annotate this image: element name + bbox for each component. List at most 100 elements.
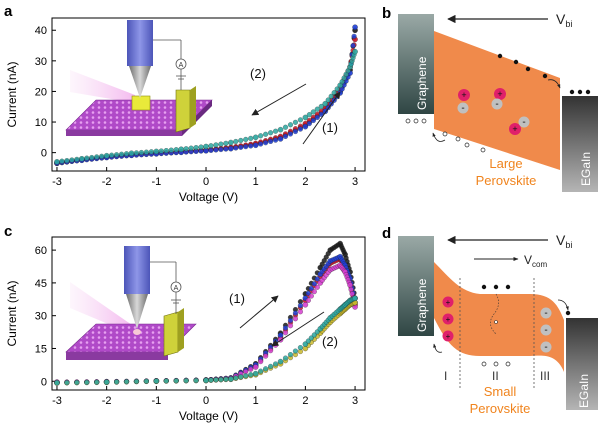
sweep-annotation: (2) xyxy=(322,334,338,349)
data-point xyxy=(143,149,149,155)
data-point xyxy=(59,158,65,164)
data-point xyxy=(347,282,353,288)
data-point xyxy=(238,137,244,144)
data-point xyxy=(282,355,289,361)
series xyxy=(54,48,358,165)
x-tick-label: 0 xyxy=(203,176,209,188)
svg-text:+: + xyxy=(512,124,517,134)
data-point xyxy=(54,159,60,165)
data-point xyxy=(64,158,70,164)
data-point xyxy=(223,146,229,152)
data-point xyxy=(208,377,214,383)
data-point xyxy=(302,302,309,308)
plot-frame xyxy=(51,17,366,172)
sweep-annotation: (2) xyxy=(250,66,266,81)
data-point xyxy=(248,366,254,372)
data-point xyxy=(287,323,294,329)
data-point xyxy=(248,372,254,378)
data-point xyxy=(114,152,120,158)
data-point xyxy=(268,138,274,144)
hole-dots-b xyxy=(405,118,486,153)
electrode-pad-side-c xyxy=(178,308,184,352)
data-point xyxy=(123,379,130,385)
data-point xyxy=(163,148,169,154)
data-point xyxy=(306,112,312,118)
afm-rod-c xyxy=(124,246,150,294)
data-point xyxy=(268,363,274,369)
data-point xyxy=(173,147,179,153)
data-point xyxy=(158,148,164,154)
data-point xyxy=(74,379,80,386)
data-point xyxy=(310,117,316,124)
svg-text:-: - xyxy=(522,117,525,128)
data-point xyxy=(233,138,239,145)
data-point xyxy=(287,352,294,358)
ion-pairs-b: + - + - + - xyxy=(457,88,530,135)
data-point xyxy=(263,140,269,146)
data-point xyxy=(183,378,189,384)
data-point xyxy=(273,128,279,134)
data-point xyxy=(178,146,184,153)
graphene-block-b xyxy=(398,14,434,114)
data-point xyxy=(282,325,289,331)
panel-letter-d: d xyxy=(382,225,391,242)
data-point xyxy=(143,378,149,384)
electron-dots-b xyxy=(497,53,591,95)
data-point xyxy=(287,317,294,324)
data-point xyxy=(243,373,249,379)
data-point xyxy=(133,378,140,385)
data-point xyxy=(84,379,90,385)
data-point xyxy=(277,126,284,133)
svg-text:+: + xyxy=(497,89,502,99)
egain-block-d xyxy=(566,318,598,410)
data-point xyxy=(193,145,199,151)
data-point xyxy=(350,42,356,49)
data-point xyxy=(69,157,75,163)
laser-beam-c xyxy=(70,282,132,334)
data-point xyxy=(308,335,314,341)
x-axis-label: Voltage (V) xyxy=(179,409,238,423)
data-point xyxy=(297,345,303,351)
data-point xyxy=(311,332,317,338)
data-point xyxy=(297,309,303,315)
band-diagram-d: d Vbi Vcom Graphene EGaIn + + + - - - xyxy=(382,225,598,416)
data-point xyxy=(193,377,199,384)
data-point xyxy=(302,123,309,130)
x-tick-label: -3 xyxy=(52,176,62,188)
data-point xyxy=(258,133,264,139)
data-point xyxy=(203,377,209,384)
data-point xyxy=(292,119,298,125)
data-point xyxy=(305,338,311,344)
arrow-sweep-1-c xyxy=(239,295,279,329)
material-label-line1-b: Large xyxy=(489,156,522,171)
egain-label-b: EGaIn xyxy=(579,152,593,186)
data-point xyxy=(302,114,309,121)
svg-text:+: + xyxy=(461,90,466,100)
data-point xyxy=(163,378,169,384)
data-point xyxy=(74,156,80,162)
data-point xyxy=(258,368,264,374)
data-point xyxy=(243,144,249,150)
vbi-label-b: Vbi xyxy=(556,11,572,29)
data-point xyxy=(273,361,279,367)
x-tick-label: -1 xyxy=(151,176,161,188)
data-point xyxy=(233,375,239,381)
electron-path-d xyxy=(490,293,499,335)
data-point xyxy=(352,24,358,30)
data-point xyxy=(252,134,259,141)
electron-dots-d xyxy=(481,284,571,316)
x-tick-label: 0 xyxy=(203,395,209,407)
afm-inset-c: A xyxy=(65,246,197,360)
data-point xyxy=(282,330,289,336)
data-point xyxy=(188,145,194,151)
data-point xyxy=(218,377,224,383)
data-point xyxy=(133,150,140,156)
x-tick-label: -2 xyxy=(102,176,112,188)
data-point xyxy=(233,145,239,151)
y-tick-label: 40 xyxy=(35,25,47,37)
data-point xyxy=(305,297,311,303)
egain-label-d: EGaIn xyxy=(577,374,591,408)
data-point xyxy=(287,131,294,137)
electrode-pad-a xyxy=(175,89,191,133)
